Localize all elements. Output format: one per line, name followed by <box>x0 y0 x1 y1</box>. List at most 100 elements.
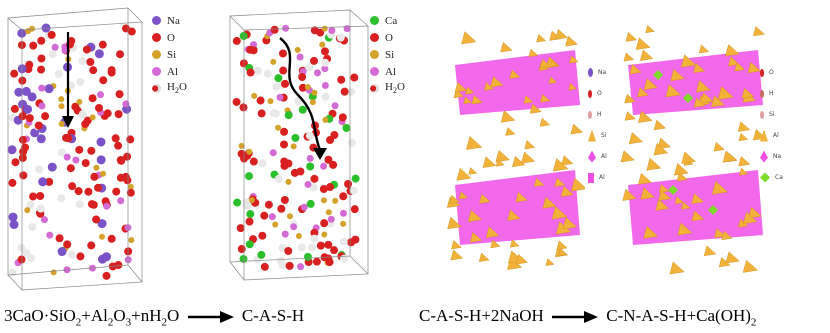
silicate-tetrahedron <box>528 48 539 58</box>
silicate-tetrahedron <box>739 167 749 176</box>
atom <box>122 100 130 108</box>
atom <box>306 162 315 171</box>
silicate-tetrahedron <box>495 149 510 163</box>
eq-right-reactants: C-A-S-H+2NaOH <box>419 306 544 325</box>
atom <box>87 200 96 209</box>
silicate-tetrahedron <box>637 172 652 185</box>
atom <box>339 254 348 263</box>
atom <box>347 138 356 147</box>
silicate-tetrahedron <box>451 240 462 250</box>
legend-item-al: Al <box>152 63 187 80</box>
silicate-tetrahedron <box>742 211 758 225</box>
atom <box>88 94 97 103</box>
atom <box>285 261 294 270</box>
atom <box>274 174 283 183</box>
atom <box>349 186 358 195</box>
atom <box>96 155 106 165</box>
atom <box>280 140 289 149</box>
atom <box>114 141 123 150</box>
atom <box>342 123 351 132</box>
silicate-tetrahedron <box>691 193 705 205</box>
atom <box>66 164 75 173</box>
silicate-tetrahedron <box>674 196 684 205</box>
silicate-tetrahedron <box>737 121 751 132</box>
atom <box>26 200 35 209</box>
atom <box>10 104 19 113</box>
atom <box>72 156 80 164</box>
silicate-tetrahedron <box>722 150 737 163</box>
atom <box>304 83 311 90</box>
legend-label: Al <box>601 153 607 160</box>
atom <box>320 162 328 170</box>
atom <box>260 211 269 220</box>
silicate-tetrahedron <box>639 49 654 61</box>
left-atomistic-model <box>7 7 143 291</box>
atom <box>55 234 64 243</box>
atom <box>99 233 106 240</box>
legend-item-si: Si <box>152 46 187 63</box>
atom <box>238 142 245 149</box>
atom <box>41 112 50 121</box>
silicate-tetrahedron <box>638 110 653 123</box>
atom <box>316 28 325 37</box>
atom <box>329 160 338 169</box>
atom <box>86 58 95 67</box>
atom <box>14 87 24 97</box>
silicate-tetrahedron <box>635 37 651 50</box>
silicate-tetrahedron <box>703 245 717 257</box>
silicate-tetrahedron <box>747 61 761 74</box>
atom <box>236 224 245 233</box>
silicate-tetrahedron <box>700 92 714 104</box>
atom <box>58 103 65 110</box>
atom <box>320 47 329 56</box>
silicate-tetrahedron <box>560 185 574 197</box>
eq-left-sub: 3 <box>125 316 132 329</box>
atom <box>257 250 266 259</box>
atom <box>50 269 57 276</box>
legend-label: O <box>167 31 175 44</box>
atom <box>115 90 124 99</box>
atom <box>350 205 359 214</box>
silicate-tetrahedron <box>711 180 729 195</box>
atom <box>126 135 135 144</box>
silicate-tetrahedron <box>569 55 579 64</box>
atom <box>82 45 91 54</box>
atom <box>338 113 347 122</box>
legend-item-o: O <box>370 29 405 46</box>
silicate-tetrahedron <box>738 132 749 142</box>
atom <box>107 68 116 77</box>
eq-right-sub: 2 <box>750 316 757 329</box>
atom <box>232 97 241 106</box>
atom <box>324 254 333 263</box>
atom <box>94 49 104 59</box>
eq-right-product: C-N-A-S-H+Ca(OH) <box>606 306 751 325</box>
silicate-tetrahedron <box>454 81 468 93</box>
si-swatch <box>370 50 379 59</box>
atom <box>48 50 57 59</box>
atom <box>258 231 267 240</box>
silicate-tetrahedron <box>507 209 521 221</box>
silicate-tetrahedron <box>681 151 696 164</box>
atom <box>268 213 276 221</box>
eq-left-part: +nH <box>131 306 162 325</box>
atom <box>294 46 301 53</box>
atom <box>297 263 305 271</box>
silicate-tetrahedron <box>509 69 521 79</box>
silicate-tetrahedron <box>540 93 551 103</box>
eq-left-sub: 2 <box>107 316 114 329</box>
atom <box>272 82 281 91</box>
atom <box>8 178 17 187</box>
atom <box>111 134 120 143</box>
atom <box>58 120 65 127</box>
atom <box>57 194 66 203</box>
polyhedral-model-b <box>620 24 767 275</box>
atom <box>276 93 284 101</box>
atom <box>76 252 85 261</box>
silicate-tetrahedron <box>449 194 460 204</box>
reaction-arrow-icon <box>187 311 234 324</box>
atom <box>295 233 302 240</box>
eq-left-part: +Al <box>81 306 108 325</box>
legend-item-na: Na <box>152 12 187 29</box>
atom <box>277 204 286 213</box>
silicate-tetrahedron <box>521 151 536 164</box>
